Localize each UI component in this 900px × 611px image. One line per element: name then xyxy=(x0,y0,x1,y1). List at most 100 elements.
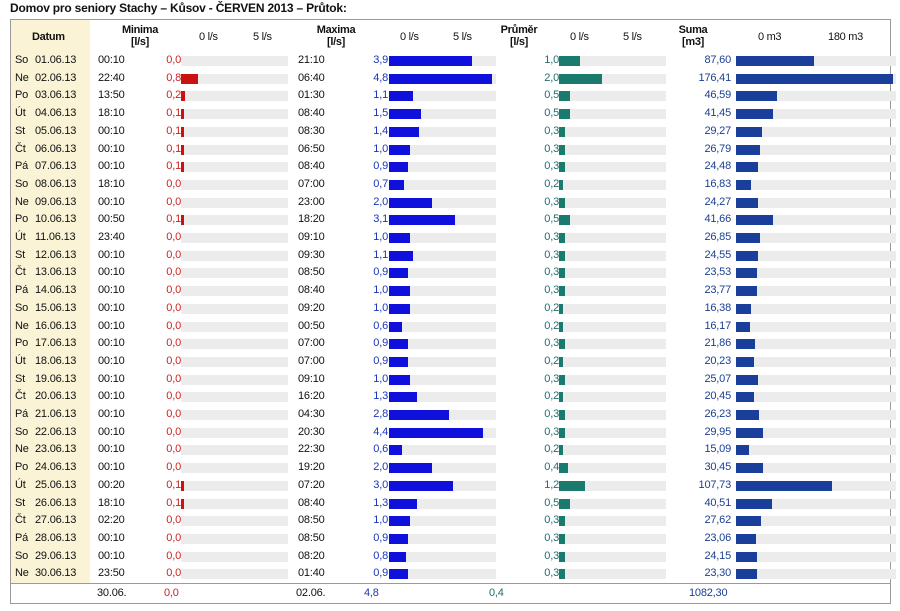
day-name: Ne xyxy=(15,71,29,84)
avg-track xyxy=(559,286,666,297)
day-name: So xyxy=(15,549,29,562)
max-track xyxy=(389,516,496,527)
date-cell: 05.06.13 xyxy=(35,124,77,137)
sum-value: 16,38 xyxy=(704,301,731,314)
max-time: 08:50 xyxy=(298,514,325,527)
min-value: 0,0 xyxy=(166,284,181,297)
footer-sum-value: 1082,30 xyxy=(689,587,728,599)
table-row: St 26.06.13 18:10 0,1 08:40 1,3 0,5 40,51 xyxy=(10,495,896,513)
day-name: Út xyxy=(15,478,26,491)
sum-track xyxy=(736,498,896,509)
max-time: 08:30 xyxy=(298,124,325,137)
min-time: 00:50 xyxy=(98,213,125,226)
avg-bar xyxy=(559,91,570,102)
avg-track xyxy=(559,445,666,456)
min-value: 0,1 xyxy=(166,478,181,491)
avg-bar xyxy=(559,480,585,491)
min-track xyxy=(181,233,288,243)
date-cell: 24.06.13 xyxy=(35,461,77,474)
avg-value: 0,3 xyxy=(544,231,559,243)
table-row: Čt 13.06.13 00:10 0,0 08:50 0,9 0,3 23,53 xyxy=(10,264,896,282)
min-track xyxy=(181,126,288,137)
sum-track xyxy=(736,303,896,314)
min-value: 0,0 xyxy=(166,390,181,403)
avg-value: 0,2 xyxy=(544,354,559,367)
max-value: 0,9 xyxy=(373,531,388,544)
sum-bar xyxy=(736,73,893,84)
avg-track xyxy=(559,303,666,314)
max-value: 3,1 xyxy=(373,213,388,226)
day-name: Ne xyxy=(15,195,29,208)
date-cell: 04.06.13 xyxy=(35,107,77,120)
sum-track xyxy=(736,410,896,420)
max-value: 4,8 xyxy=(373,71,388,84)
sum-bar xyxy=(736,233,760,243)
footer-min-value: 0,0 xyxy=(164,587,179,599)
max-time: 07:00 xyxy=(298,337,325,350)
min-track xyxy=(181,91,288,102)
date-cell: 11.06.13 xyxy=(35,231,76,243)
max-time: 07:00 xyxy=(298,354,325,367)
min-value: 0,1 xyxy=(166,124,181,137)
sum-bar xyxy=(736,179,751,190)
min-value: 0,1 xyxy=(166,496,181,509)
date-cell: 13.06.13 xyxy=(35,266,77,279)
max-time: 08:40 xyxy=(298,107,325,120)
max-bar xyxy=(389,392,417,403)
avg-bar xyxy=(559,410,565,420)
scale-sum-low: 0 m3 xyxy=(758,31,782,43)
min-track xyxy=(181,268,288,279)
avg-value: 0,3 xyxy=(544,531,559,544)
min-time: 13:50 xyxy=(98,89,125,102)
max-track xyxy=(389,303,496,314)
max-time: 08:40 xyxy=(298,496,325,509)
max-value: 1,0 xyxy=(373,284,388,297)
avg-track xyxy=(559,321,666,332)
avg-bar xyxy=(559,463,568,474)
avg-bar xyxy=(559,250,565,261)
avg-track xyxy=(559,233,666,243)
max-bar xyxy=(389,197,432,208)
min-track xyxy=(181,73,288,84)
min-value: 0,0 xyxy=(166,531,181,544)
avg-track xyxy=(559,144,666,155)
min-track xyxy=(181,356,288,367)
avg-track xyxy=(559,498,666,509)
avg-bar xyxy=(559,233,565,243)
min-track xyxy=(181,569,288,580)
min-time: 00:10 xyxy=(98,319,125,332)
min-value: 0,0 xyxy=(166,337,181,350)
sum-value: 41,66 xyxy=(704,213,731,226)
sum-bar xyxy=(736,569,757,580)
min-value: 0,8 xyxy=(166,71,181,84)
max-time: 01:40 xyxy=(298,567,325,580)
sum-value: 29,95 xyxy=(704,425,731,438)
sum-bar xyxy=(736,480,832,491)
sum-value: 23,77 xyxy=(704,284,731,297)
sum-bar xyxy=(736,516,761,527)
max-track xyxy=(389,498,496,509)
sum-value: 16,17 xyxy=(704,319,731,332)
max-time: 09:10 xyxy=(298,231,325,243)
sum-value: 21,86 xyxy=(704,337,731,350)
date-cell: 22.06.13 xyxy=(35,425,77,438)
max-bar xyxy=(389,374,410,385)
sum-track xyxy=(736,533,896,544)
min-time: 00:10 xyxy=(98,531,125,544)
sum-value: 26,23 xyxy=(704,408,731,420)
date-cell: 14.06.13 xyxy=(35,284,77,297)
day-name: Čt xyxy=(15,142,26,155)
avg-value: 0,2 xyxy=(544,443,559,456)
max-value: 0,8 xyxy=(373,549,388,562)
sum-value: 24,27 xyxy=(704,195,731,208)
avg-value: 1,2 xyxy=(544,478,559,491)
max-value: 0,7 xyxy=(373,177,388,190)
footer-max-value: 4,8 xyxy=(364,587,379,599)
sum-value: 41,45 xyxy=(704,107,731,120)
sum-bar xyxy=(736,551,757,562)
table-row: Čt 20.06.13 00:10 0,0 16:20 1,3 0,2 20,45 xyxy=(10,388,896,406)
avg-bar xyxy=(559,445,563,456)
date-cell: 30.06.13 xyxy=(35,567,77,580)
sum-track xyxy=(736,445,896,456)
table-row: So 22.06.13 00:10 0,0 20:30 4,4 0,3 29,95 xyxy=(10,424,896,442)
